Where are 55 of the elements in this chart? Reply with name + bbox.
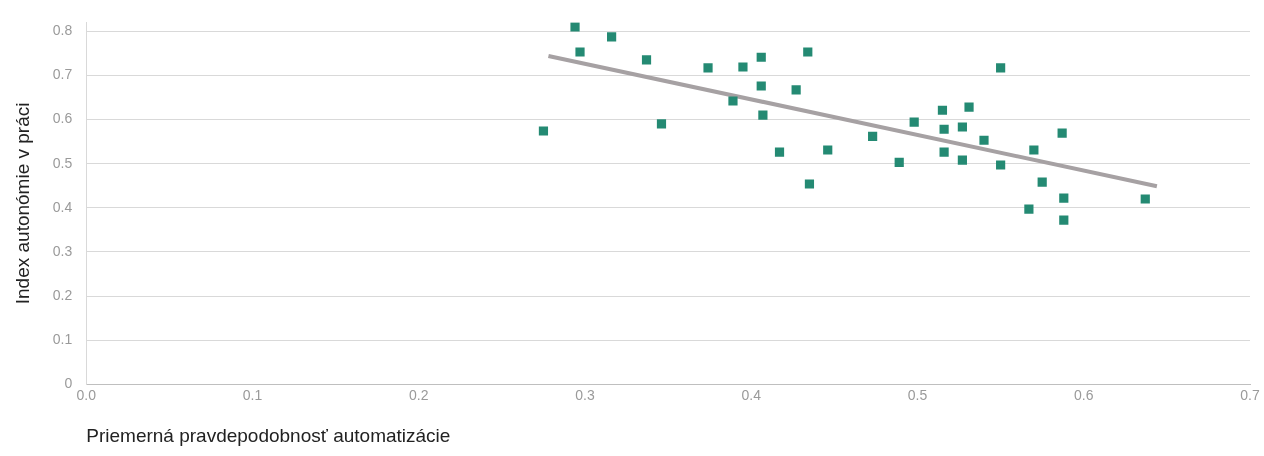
point xyxy=(957,122,967,132)
x-tick-label: 0.7 xyxy=(1240,386,1260,403)
point xyxy=(1037,177,1047,187)
point xyxy=(823,145,833,155)
point xyxy=(894,157,904,167)
y-tick-label: 0.3 xyxy=(52,242,73,259)
point xyxy=(756,81,766,91)
point xyxy=(964,102,974,112)
point xyxy=(641,55,652,65)
point xyxy=(996,160,1006,170)
x-tick-label: 0.1 xyxy=(242,386,263,403)
point xyxy=(803,47,813,57)
point xyxy=(939,147,949,157)
point xyxy=(939,124,949,134)
y-tick-label: 0.4 xyxy=(52,198,73,215)
x-tick-label: 0.3 xyxy=(575,386,595,403)
point xyxy=(570,22,580,32)
point xyxy=(1029,145,1039,155)
y-tick-label: 0.2 xyxy=(52,286,73,303)
point xyxy=(868,131,878,141)
x-tick-label: 0.2 xyxy=(409,386,429,403)
point xyxy=(575,47,585,57)
point xyxy=(1059,215,1069,225)
y-axis-title: Index autonómie v práci xyxy=(11,102,33,305)
point xyxy=(538,126,549,136)
point xyxy=(774,147,785,157)
y-tick-label: 0.5 xyxy=(52,154,73,171)
point xyxy=(996,63,1006,73)
x-tick-label: 0.0 xyxy=(76,386,97,403)
x-tick-label: 0.5 xyxy=(907,386,928,403)
y-tick-label: 0.7 xyxy=(52,66,73,83)
point xyxy=(738,62,748,72)
x-axis-title: Priemerná pravdepodobnosť automatizácie xyxy=(86,424,451,446)
point xyxy=(791,85,801,95)
point xyxy=(758,110,768,120)
point xyxy=(656,119,667,129)
x-tick-label: 0.6 xyxy=(1074,386,1094,403)
point xyxy=(909,117,919,127)
point xyxy=(937,105,948,115)
x-tick-label: 0.4 xyxy=(741,386,762,403)
point xyxy=(756,52,766,62)
y-tick-label: 0.6 xyxy=(52,110,73,127)
y-tick-label: 0.8 xyxy=(52,22,73,39)
point xyxy=(979,135,989,145)
y-tick-label: 0.1 xyxy=(52,331,73,348)
point xyxy=(804,179,815,189)
y-tick-label: 0 xyxy=(64,375,73,392)
point xyxy=(1059,193,1069,203)
point xyxy=(703,63,713,73)
point xyxy=(1057,128,1067,138)
point xyxy=(957,155,967,165)
point xyxy=(1140,194,1150,204)
point xyxy=(607,32,617,42)
point xyxy=(1024,204,1034,214)
point xyxy=(728,96,738,106)
